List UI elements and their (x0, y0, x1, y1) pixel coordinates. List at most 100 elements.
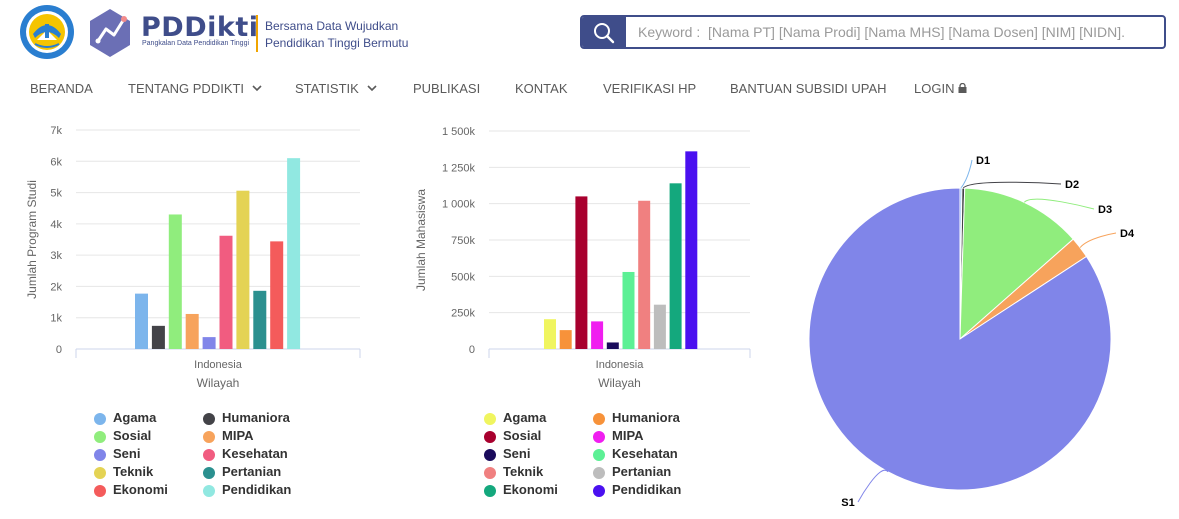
y-tick-label: 1 250k (442, 162, 476, 174)
y-tick-label: 2k (50, 281, 62, 293)
legend-marker (203, 413, 215, 425)
bar-pendidikan (685, 151, 698, 349)
bar-mipa (591, 321, 604, 349)
legend-label: Ekonomi (503, 482, 558, 497)
bar-kesehatan (622, 271, 635, 349)
mahasiswa-legend: Agama Humaniora Sosial MIPA Seni Kesehatan Tek… (484, 410, 724, 505)
chevron-down-icon (367, 85, 377, 92)
main-nav: BERANDA TENTANG PDDIKTI STATISTIK PUBLIK… (0, 76, 1179, 102)
legend-marker (593, 485, 605, 497)
legend-marker (484, 413, 496, 425)
bar-humaniora (151, 325, 165, 349)
legend-label: Teknik (503, 464, 544, 479)
pie-connector (857, 469, 889, 503)
bar-teknik (638, 200, 651, 349)
bar-agama (135, 293, 148, 349)
nav-label: BERANDA (30, 81, 93, 96)
legend-label: MIPA (612, 428, 644, 443)
pie-label-d3: D3 (1098, 204, 1112, 216)
nav-beranda[interactable]: BERANDA (30, 81, 93, 96)
bar-pertanian (653, 304, 666, 349)
legend-marker (593, 413, 605, 425)
pie-connector (1023, 198, 1095, 210)
nav-label: VERIFIKASI HP (603, 81, 697, 96)
bar-seni (606, 342, 619, 349)
search-bar (580, 15, 1166, 49)
legend-marker (203, 467, 215, 479)
nav-statistik[interactable]: STATISTIK (295, 81, 377, 96)
program-studi-legend: Agama Humaniora Sosial MIPA Seni Kesehatan Tek… (94, 410, 334, 505)
y-tick-label: 1 000k (442, 199, 476, 211)
nav-kontak[interactable]: KONTAK (515, 81, 568, 96)
bar-pendidikan (287, 158, 301, 349)
bar-pertanian (253, 290, 267, 349)
legend-marker (94, 413, 106, 425)
search-input[interactable] (628, 17, 1158, 47)
legend-marker (593, 449, 605, 461)
y-tick-label: 5k (50, 188, 62, 200)
y-tick-label: 500k (451, 271, 475, 283)
bar-agama (544, 319, 556, 349)
y-axis-title: Jumlah Program Studi (25, 180, 39, 299)
pie-slice-d1 (959, 187, 963, 340)
nav-login[interactable]: LOGIN (914, 81, 967, 96)
legend-marker (94, 449, 106, 461)
legend-marker (94, 431, 106, 443)
y-tick-label: 0 (469, 344, 475, 356)
nav-label: KONTAK (515, 81, 568, 96)
y-tick-label: 7k (50, 125, 62, 137)
pie-slice-d4 (959, 238, 1088, 340)
legend-label: Pendidikan (612, 482, 682, 497)
pie-slice-d3 (959, 187, 1074, 341)
pie-connector (1079, 232, 1117, 248)
kemdikbud-logo[interactable] (19, 4, 75, 60)
legend-marker (484, 431, 496, 443)
nav-publikasi[interactable]: PUBLIKASI (413, 81, 480, 96)
nav-label: TENTANG PDDIKTI (128, 81, 245, 96)
brand-name[interactable]: PDDikti (141, 12, 259, 43)
bar-kesehatan (219, 235, 233, 349)
pie-label-d4: D4 (1120, 228, 1135, 240)
nav-label: LOGIN (914, 81, 955, 96)
y-tick-label: 250k (451, 308, 475, 320)
nav-bantuan-subsidi-upah[interactable]: BANTUAN SUBSIDI UPAH (730, 81, 887, 96)
pie-connector (960, 159, 973, 189)
legend-label: Pendidikan (222, 482, 292, 497)
bar-ekonomi (669, 183, 682, 349)
y-tick-label: 0 (56, 344, 62, 356)
nav-label: BANTUAN SUBSIDI UPAH (730, 81, 887, 96)
legend-label: Humaniora (612, 410, 680, 425)
pddikti-logo[interactable] (84, 5, 136, 59)
pie-label-s1: S1 (841, 497, 854, 509)
y-tick-label: 4k (50, 219, 62, 231)
legend-label: Kesehatan (222, 446, 288, 461)
nav-verifikasi-hp[interactable]: VERIFIKASI HP (603, 81, 696, 96)
y-tick-label: 6k (50, 156, 62, 168)
legend-label: MIPA (222, 428, 254, 443)
legend-label: Agama (503, 410, 547, 425)
legend-marker (203, 485, 215, 497)
bar-teknik (236, 190, 250, 349)
bar-ekonomi (270, 241, 284, 349)
chevron-down-icon (252, 85, 262, 92)
pie-label-d1: D1 (976, 155, 990, 167)
legend-label: Ekonomi (113, 482, 168, 497)
lock-icon (958, 83, 967, 93)
bar-mipa (185, 313, 199, 349)
pie-slice-d2 (959, 187, 966, 340)
pie-slice-s1 (808, 187, 1112, 491)
legend-marker (484, 467, 496, 479)
pie-connector (962, 181, 1062, 189)
bar-sosial (168, 214, 182, 349)
x-axis-title: Wilayah (598, 376, 641, 390)
legend-label: Teknik (113, 464, 154, 479)
y-tick-label: 1k (50, 313, 62, 325)
legend-label: Kesehatan (612, 446, 678, 461)
legend-marker (94, 467, 106, 479)
tagline-line-2: Pendidikan Tinggi Bermutu (265, 36, 409, 50)
search-button[interactable] (582, 17, 626, 47)
legend-label: Sosial (503, 428, 542, 443)
nav-tentang-pddikti[interactable]: TENTANG PDDIKTI (128, 81, 262, 96)
nav-label: STATISTIK (295, 81, 359, 96)
tagline: Bersama Data Wujudkan Pendidikan Tinggi … (265, 18, 408, 52)
